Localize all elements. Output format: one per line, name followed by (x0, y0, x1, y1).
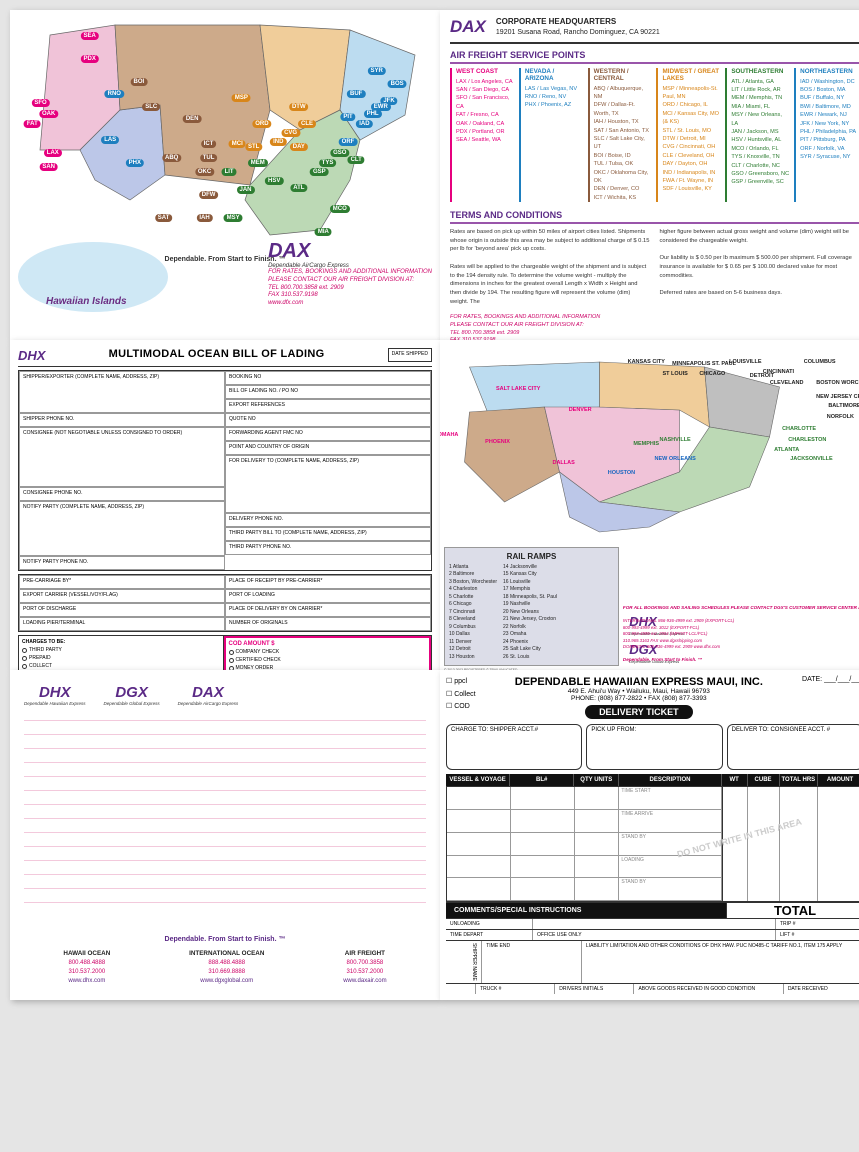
dt-bottom-row4: TRUCK # DRIVERS INITIALS ABOVE GOODS REC… (446, 983, 859, 994)
bill-of-lading-card: DHX MULTIMODAL OCEAN BILL OF LADING DATE… (10, 340, 440, 670)
c2-hq-title: CORPORATE HEADQUARTERS (496, 17, 616, 26)
radio-certified-check[interactable]: CERTIFIED CHECK (229, 657, 427, 663)
radio-prepaid[interactable]: PREPAID (22, 655, 220, 661)
notepad-logo-dgx: DGX Dependable Global Express (104, 684, 160, 706)
dt-header: ☐ ppcl ☐ Collect ☐ COD DEPENDABLE HAWAII… (446, 676, 859, 720)
rail-ramps-card: KANSAS CITY MINNEAPOLIS ST. PAUL ST LOUI… (440, 340, 859, 670)
bol-left-fields: SHIPPER/EXPORTER (COMPLETE NAME, ADDRESS… (19, 371, 225, 570)
dt-comments-row: COMMENTS/SPECIAL INSTRUCTIONS TOTAL (446, 902, 859, 918)
dt-table-right (722, 787, 859, 901)
bol-right-fields: BOOKING NO BILL OF LADING NO. / PO NO EX… (225, 371, 431, 570)
c4-contact-block: FOR ALL BOOKINGS AND SAILING SCHEDULES P… (623, 605, 859, 664)
notepad-logo-dax: DAX Dependable AirCargo Express (178, 684, 239, 706)
rail-ramps-map: KANSAS CITY MINNEAPOLIS ST. PAUL ST LOUI… (448, 352, 859, 542)
dax-company-name: DAX (268, 240, 432, 263)
radio-third-party[interactable]: THIRD PARTY (22, 647, 220, 653)
notepad-contacts: HAWAII OCEAN 800.488.4888 310.537.2000 w… (24, 949, 426, 990)
rail-ramps-col2: 14 Jacksonville 15 Kansas City 16 Louisv… (503, 564, 557, 662)
notepad-footer-tag: Dependable. From Start to Finish. ™ (24, 936, 426, 943)
dt-table-head: VESSEL & VOYAGE BL# QTY UNITS DESCRIPTIO… (446, 774, 859, 786)
col-southeastern: SOUTHEASTERN ATL / Atlanta, GA LIT / Lit… (725, 68, 790, 202)
map-card-dax: SEA PDX SFO OAK FAT LAX SAN RNO LAS PHX … (10, 10, 440, 340)
dt-checkboxes: ☐ ppcl ☐ Collect ☐ COD (446, 676, 476, 714)
dt-table-body[interactable]: TIME START TIME ARRIVE STAND BY LOADING … (446, 786, 859, 902)
c5-logos-row: DHX Dependable Hawaiian Express DGX Depe… (24, 684, 426, 706)
c2-header: DAX CORPORATE HEADQUARTERS 19201 Susana R… (450, 16, 859, 44)
dt-title-block: DEPENDABLE HAWAIIAN EXPRESS MAUI, INC. 4… (476, 676, 802, 720)
dt-bottom-row1: UNLOADING TRIP # (446, 918, 859, 929)
logo-notepad-card: DHX Dependable Hawaiian Express DGX Depe… (10, 670, 440, 1000)
bol-cod-section: COD AMOUNT $ COMPANY CHECK CERTIFIED CHE… (224, 636, 432, 670)
service-points-title: AIR FREIGHT SERVICE POINTS (450, 50, 859, 64)
us-map-dax: SEA PDX SFO OAK FAT LAX SAN RNO LAS PHX … (20, 20, 430, 250)
dt-table-left: TIME START TIME ARRIVE STAND BY LOADING … (447, 787, 722, 901)
notepad-lines[interactable] (24, 720, 426, 930)
bol-charges-section: CHARGES TO BE: THIRD PARTY PREPAID COLLE… (18, 635, 432, 670)
col-westcoast: WEST COAST LAX / Los Angeles, CA SAN / S… (450, 68, 515, 202)
dax-contact-info: FOR RATES, BOOKINGS AND ADDITIONAL INFOR… (268, 269, 432, 308)
col-nevada-arizona: NEVADA / ARIZONA LAS / Las Vegas, NV RNO… (519, 68, 584, 202)
dt-box-row: CHARGE TO: SHIPPER ACCT.# PICK UP FROM: … (446, 724, 859, 770)
dax-logo-block: DAX Dependable AirCargo Express FOR RATE… (268, 240, 432, 308)
dt-box-pickup-from[interactable]: PICK UP FROM: (586, 724, 722, 770)
dt-box-deliver-to[interactable]: DELIVER TO: CONSIGNEE ACCT. # (727, 724, 859, 770)
hawaiian-islands-box: Hawaiian Islands (18, 242, 168, 312)
notepad-logo-dhx: DHX Dependable Hawaiian Express (24, 684, 86, 706)
dt-date-field[interactable]: DATE: ___/___/___ (802, 676, 859, 683)
dt-bottom-row3: SHIPPER NAME TIME END LIABILITY LIMITATI… (446, 940, 859, 983)
dt-box-charge-to[interactable]: CHARGE TO: SHIPPER ACCT.# (446, 724, 582, 770)
contact-hawaii-ocean: HAWAII OCEAN 800.488.4888 310.537.2000 w… (63, 949, 110, 986)
bol-date-shipped[interactable]: DATE SHIPPED (388, 348, 432, 362)
radio-collect[interactable]: COLLECT (22, 663, 220, 669)
col-northeastern: NORTHEASTERN IAD / Washington, DC BOS / … (794, 68, 859, 202)
bol-title: MULTIMODAL OCEAN BILL OF LADING (109, 348, 325, 360)
c2-footer: FOR RATES, BOOKINGS AND ADDITIONAL INFOR… (450, 314, 859, 340)
rail-ramps-col1: 1 Atlanta 2 Baltimore 3 Boston, Worchest… (449, 564, 497, 662)
bol-company: DHX (18, 348, 45, 363)
bol-cod-title[interactable]: COD AMOUNT $ (229, 641, 427, 647)
service-points-card: DAX CORPORATE HEADQUARTERS 19201 Susana R… (440, 10, 859, 340)
bol-carrier-grid: PRE-CARRIAGE BY* EXPORT CARRIER (VESSEL/… (18, 574, 432, 632)
bol-fields-grid: SHIPPER/EXPORTER (COMPLETE NAME, ADDRESS… (18, 370, 432, 571)
col-midwest-great-lakes: MIDWEST / GREAT LAKES MSP / Minneapolis-… (656, 68, 721, 202)
c2-hq-address: 19201 Susana Road, Rancho Dominguez, CA … (496, 29, 660, 36)
radio-company-check[interactable]: COMPANY CHECK (229, 649, 427, 655)
bol-charges-to-be: CHARGES TO BE: THIRD PARTY PREPAID COLLE… (19, 636, 224, 670)
rail-ramps-box: RAIL RAMPS 1 Atlanta 2 Baltimore 3 Bosto… (444, 547, 619, 667)
rail-ramps-list: 1 Atlanta 2 Baltimore 3 Boston, Worchest… (449, 564, 614, 662)
bol-header: DHX MULTIMODAL OCEAN BILL OF LADING DATE… (18, 348, 432, 367)
terms-title: TERMS AND CONDITIONS (450, 210, 859, 224)
service-points-columns: WEST COAST LAX / Los Angeles, CA SAN / S… (450, 68, 859, 202)
c2-contact-lines: FOR RATES, BOOKINGS AND ADDITIONAL INFOR… (450, 314, 600, 340)
c2-company-name: DAX (450, 17, 486, 37)
hawaiian-islands-label: Hawaiian Islands (46, 296, 127, 307)
contact-international-ocean: INTERNATIONAL OCEAN 888.488.4888 310.669… (189, 949, 264, 986)
col-western-central: WESTERN / CENTRAL ABQ / Albuquerque, NM … (588, 68, 653, 202)
terms-content: Rates are based on pick up within 50 mil… (450, 228, 859, 306)
delivery-ticket-card: ☐ ppcl ☐ Collect ☐ COD DEPENDABLE HAWAII… (440, 670, 859, 1000)
dt-bottom-row2: TIME DEPART OFFICE USE ONLY LIFT # (446, 929, 859, 940)
contact-air-freight: AIR FREIGHT 800.700.3858 310.537.2000 ww… (343, 949, 386, 986)
